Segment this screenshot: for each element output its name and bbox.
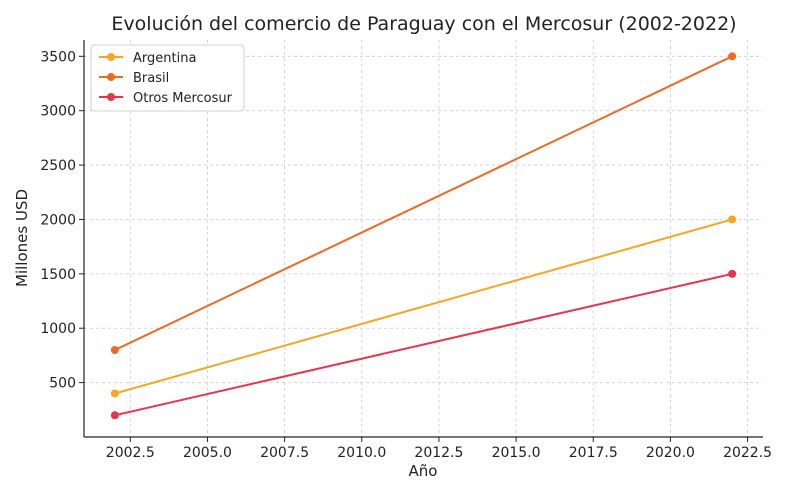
- legend-item: Otros Mercosur: [99, 91, 233, 106]
- legend: Argentina Brasil Otros Mercosur: [90, 44, 245, 112]
- series-otros-mercosur: [110, 269, 737, 420]
- legend-marker: [107, 53, 115, 61]
- legend-box: [90, 44, 245, 112]
- y-tick-label: 1000: [40, 321, 76, 337]
- series-argentina: [110, 215, 737, 398]
- data-point: [728, 52, 737, 61]
- x-axis-title: Año: [409, 462, 438, 480]
- y-tick-label: 2000: [40, 212, 76, 228]
- chart-title: Evolución del comercio de Paraguay con e…: [111, 13, 736, 35]
- legend-label: Otros Mercosur: [133, 91, 233, 106]
- data-point: [728, 269, 737, 278]
- x-tick-label: 2020.0: [646, 445, 695, 461]
- y-tick-label: 2500: [40, 158, 76, 174]
- data-point: [110, 345, 119, 354]
- x-tick-label: 2015.0: [492, 445, 541, 461]
- y-axis-ticks: 500 1000 1500 2000 2500 3000 3500: [40, 49, 84, 392]
- legend-item: Brasil: [99, 71, 169, 86]
- y-tick-label: 3000: [40, 104, 76, 120]
- series-line: [114, 272, 733, 417]
- series-line: [114, 55, 733, 351]
- y-tick-label: 500: [49, 376, 76, 392]
- legend-item: Argentina: [99, 51, 196, 66]
- x-axis-ticks: 2002.5 2005.0 2007.5 2010.0 2012.5 2015.0 2017…: [106, 437, 772, 461]
- series-layer: [110, 52, 737, 420]
- axes: [83, 40, 763, 438]
- x-tick-label: 2002.5: [106, 445, 155, 461]
- x-tick-label: 2005.0: [183, 445, 232, 461]
- series-brasil: [110, 52, 737, 354]
- x-tick-label: 2007.5: [260, 445, 309, 461]
- legend-label: Brasil: [133, 71, 169, 86]
- legend-marker: [107, 93, 115, 101]
- data-point: [110, 389, 119, 398]
- x-tick-label: 2012.5: [414, 445, 463, 461]
- x-tick-label: 2017.5: [569, 445, 618, 461]
- data-point: [728, 215, 737, 224]
- y-tick-label: 3500: [40, 49, 76, 65]
- x-tick-label: 2010.0: [337, 445, 386, 461]
- legend-label: Argentina: [133, 51, 196, 66]
- y-axis-title: Millones USD: [13, 189, 31, 287]
- y-tick-label: 1500: [40, 267, 76, 283]
- series-line: [114, 218, 733, 395]
- grid: [84, 40, 763, 437]
- x-tick-label: 2022.5: [723, 445, 772, 461]
- data-point: [110, 411, 119, 420]
- legend-marker: [107, 73, 115, 81]
